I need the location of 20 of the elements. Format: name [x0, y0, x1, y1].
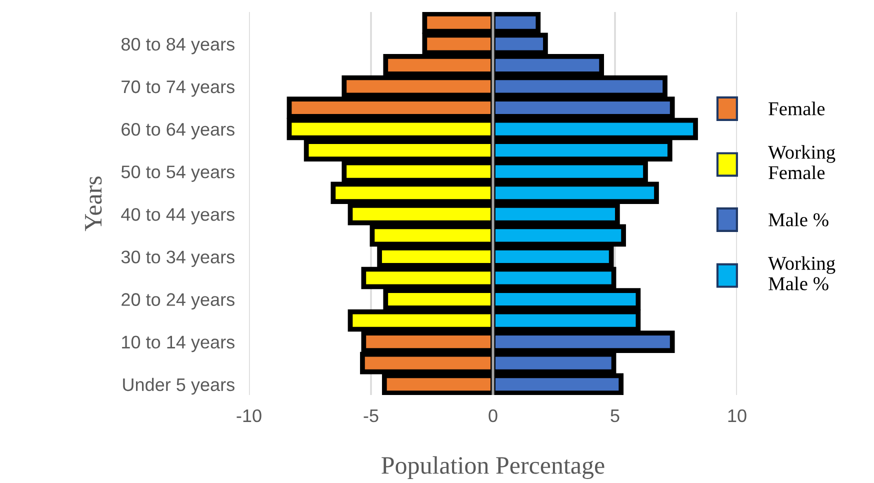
x-axis-title: Population Percentage	[382, 456, 604, 480]
y-tick-label: Under 5 years	[123, 378, 234, 395]
y-tick-label: 10 to 14 years	[122, 336, 234, 352]
y-tick-label: 30 to 34 years	[121, 250, 234, 267]
x-tick-label: 10	[728, 409, 746, 422]
legend-label: Working Female	[768, 145, 836, 180]
legend-label: Male %	[768, 212, 828, 226]
x-tick-label: -5	[364, 410, 378, 422]
x-tick-label: -10	[236, 409, 262, 422]
y-axis-title: Years	[85, 176, 102, 232]
x-tick-label: 5	[610, 410, 620, 422]
y-tick-label: 60 to 64 years	[122, 122, 234, 140]
x-tick-label: 0	[488, 409, 498, 422]
y-tick-label: 40 to 44 years	[121, 208, 234, 224]
y-tick-label: 70 to 74 years	[122, 80, 234, 97]
legend-label: Working Male %	[768, 256, 836, 290]
y-tick-label: 80 to 84 years	[121, 38, 234, 54]
y-tick-label: 20 to 24 years	[122, 293, 234, 310]
legend-label: Female	[768, 102, 825, 116]
y-tick-label: 50 to 54 years	[121, 166, 234, 182]
